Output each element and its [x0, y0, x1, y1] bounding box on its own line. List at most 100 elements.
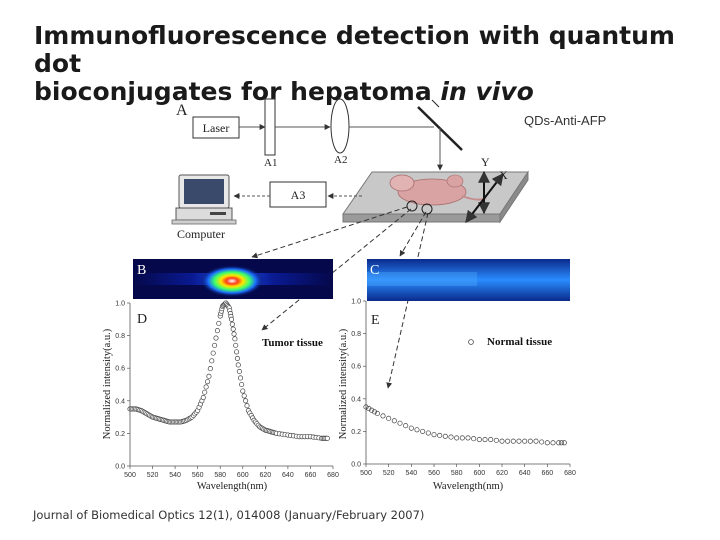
d-legend: Tumor tissue	[262, 337, 323, 349]
d-xtick-label: 500	[124, 472, 136, 479]
e-ytick-label: 0.4	[351, 396, 361, 403]
e-data-point	[556, 440, 562, 446]
d-xtick-label: 680	[327, 472, 339, 479]
e-data-point	[465, 435, 471, 441]
d-ytick-label: 0.2	[115, 431, 125, 438]
e-xtick-label: 600	[473, 470, 485, 477]
d-ytick-label: 0.4	[115, 398, 125, 405]
panel-label-d: D	[137, 312, 147, 327]
d-data-point	[210, 350, 216, 356]
panel-label-e: E	[371, 313, 380, 328]
e-xtick-label: 640	[519, 470, 531, 477]
lens-a2	[330, 98, 350, 154]
e-data-point	[386, 415, 392, 421]
e-data-point	[522, 438, 528, 444]
e-data-point	[371, 409, 378, 415]
e-data-point	[431, 432, 437, 438]
e-data-point	[459, 435, 465, 441]
panel-label-c: C	[370, 263, 379, 278]
filter-a1	[264, 98, 276, 156]
d-data-point	[240, 388, 246, 394]
e-data-point	[544, 440, 550, 446]
e-data-point	[499, 438, 505, 444]
probe-label: QDs-Anti-AFP	[524, 113, 606, 128]
d-xtick-label: 620	[259, 472, 271, 479]
d-ytick-label: 0.0	[115, 464, 125, 471]
tumor-site-marker	[406, 200, 418, 212]
a2-label: A2	[334, 154, 347, 166]
d-data-point	[203, 384, 209, 390]
d-ytick-label: 0.6	[115, 366, 125, 373]
panel-label-a: A	[176, 102, 188, 119]
e-data-point	[476, 436, 482, 443]
d-data-point	[230, 326, 236, 332]
d-data-point	[241, 393, 247, 399]
d-data-point	[206, 373, 212, 379]
detector-a3: A3	[269, 181, 327, 208]
e-data-point	[471, 436, 477, 442]
e-data-point	[437, 432, 443, 439]
e-data-point	[558, 440, 565, 446]
d-data-point	[235, 362, 241, 368]
d-data-point	[214, 328, 220, 334]
d-xtick-label: 640	[282, 472, 294, 479]
d-data-point	[228, 316, 235, 322]
d-data-point	[244, 403, 250, 409]
e-data-point	[391, 418, 397, 424]
y-axis-label: Y	[481, 155, 490, 169]
e-xtick-label: 680	[564, 470, 576, 477]
arrow-to-b	[251, 206, 408, 259]
d-data-point	[204, 379, 211, 385]
d-data-point	[213, 335, 219, 341]
e-data-point	[488, 436, 494, 443]
e-data-point	[420, 428, 426, 434]
e-data-point	[408, 425, 414, 431]
e-data-point	[397, 420, 403, 426]
e-data-point	[442, 433, 448, 439]
e-ytick-label: 0.6	[351, 364, 361, 371]
e-data-point	[510, 438, 516, 444]
e-data-point	[380, 413, 386, 419]
spectral-image-b	[133, 259, 333, 299]
computer-label: Computer	[177, 227, 225, 241]
d-ytick-label: 0.8	[115, 333, 125, 340]
d-data-point	[243, 398, 249, 404]
normal-site-marker	[421, 203, 433, 215]
e-data-point	[550, 440, 556, 446]
title-line-2-italic: in vivo	[440, 77, 534, 106]
e-data-point	[448, 434, 454, 440]
e-xlabel: Wavelength(nm)	[433, 481, 504, 492]
x-axis-arrow	[465, 173, 504, 223]
e-data-point	[414, 427, 420, 433]
arrow-to-c	[399, 211, 427, 257]
e-ytick-label: 0.8	[351, 331, 361, 338]
d-data-point	[233, 342, 239, 348]
e-legend: Normal tissue	[487, 336, 552, 348]
e-data-point	[505, 438, 511, 444]
d-data-point	[232, 336, 238, 342]
d-data-point	[239, 381, 245, 388]
d-data-point	[231, 331, 237, 337]
d-data-point	[207, 366, 213, 372]
laser-box: Laser	[192, 116, 240, 139]
d-data-point	[236, 368, 242, 375]
e-data-point	[561, 440, 567, 446]
d-data-point	[234, 355, 240, 361]
spectral-image-c	[367, 259, 570, 301]
e-xtick-label: 500	[360, 470, 372, 477]
panel-label-b: B	[137, 263, 146, 278]
d-data-point	[212, 342, 218, 348]
chart-tumor-tissue: 500 520 540 560 580 600 620 640 660 680 0.0 0.2 0.4 0…	[115, 300, 339, 479]
chart-normal-tissue: 500 520 540 560 580 600 620 640 660 680 0.0 0.2 0.4 0…	[351, 299, 576, 478]
slide-title: Immunofluorescence detection with quantu…	[34, 22, 694, 106]
e-ylabel: Normalized intensity(a.u.)	[338, 328, 349, 439]
x-axis-label: X	[499, 168, 508, 182]
e-data-point	[533, 438, 539, 444]
d-data-point	[216, 320, 222, 326]
mouse-image	[389, 174, 487, 215]
citation: Journal of Biomedical Optics 12(1), 0140…	[33, 508, 425, 522]
e-data-point	[366, 406, 372, 412]
d-data-point	[237, 375, 244, 381]
d-xtick-label: 660	[305, 472, 317, 479]
